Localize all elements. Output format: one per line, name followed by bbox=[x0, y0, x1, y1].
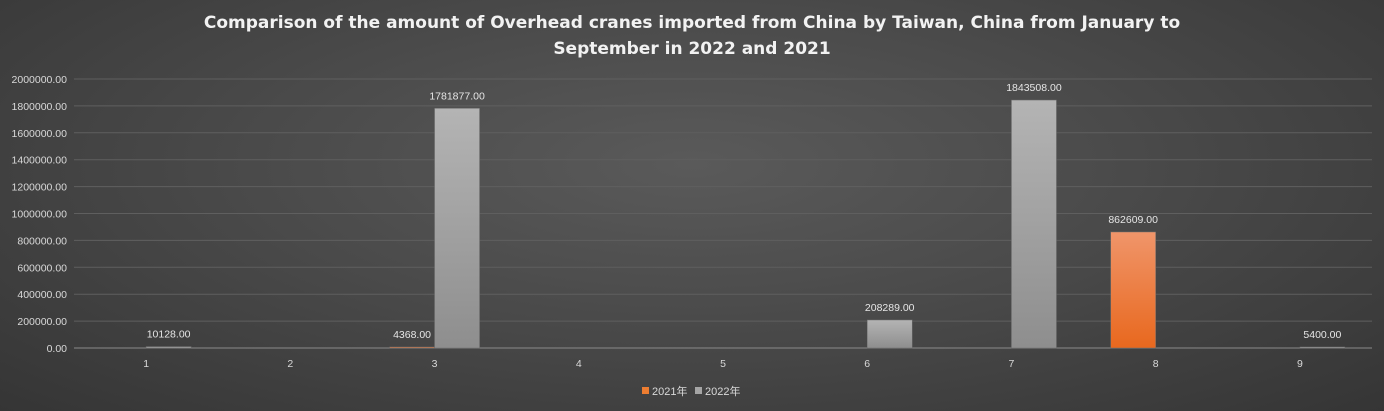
bar-2021年-8[interactable] bbox=[1110, 231, 1156, 349]
chart-title-line-2: September in 2022 and 2021 bbox=[553, 39, 830, 59]
y-tick-label: 200000.00 bbox=[17, 316, 67, 328]
data-label: 10128.00 bbox=[147, 329, 191, 341]
bar-2022年-3[interactable] bbox=[434, 108, 480, 349]
y-tick-label: 800000.00 bbox=[17, 235, 67, 247]
y-tick-label: 2000000.00 bbox=[12, 74, 68, 86]
data-labels: 4368.00 862609.00 10128.00 1781877.00 208289… bbox=[147, 82, 1342, 341]
x-tick-label: 5 bbox=[720, 358, 726, 370]
y-tick-label: 0.00 bbox=[47, 343, 68, 355]
x-tick-label: 4 bbox=[576, 358, 582, 370]
x-tick-label: 8 bbox=[1153, 358, 1159, 370]
x-tick-label: 7 bbox=[1009, 358, 1015, 370]
data-label: 1781877.00 bbox=[429, 90, 485, 102]
x-tick-label: 1 bbox=[143, 358, 149, 370]
data-label: 4368.00 bbox=[393, 329, 431, 341]
legend-swatch bbox=[642, 387, 649, 394]
y-axis: 0.00 200000.00 400000.00 600000.00 800000.00… bbox=[12, 74, 68, 355]
chart-title-line-1: Comparison of the amount of Overhead cra… bbox=[204, 13, 1180, 33]
x-tick-label: 6 bbox=[864, 358, 870, 370]
y-tick-label: 1600000.00 bbox=[12, 128, 68, 140]
y-tick-label: 1400000.00 bbox=[12, 155, 68, 167]
bar-2022年-6[interactable] bbox=[866, 319, 913, 349]
bar-2022年-9[interactable] bbox=[1299, 346, 1346, 349]
x-tick-label: 3 bbox=[432, 358, 438, 370]
y-tick-label: 1800000.00 bbox=[12, 101, 68, 113]
gridlines bbox=[74, 78, 1372, 349]
legend-label[interactable]: 2021年 bbox=[652, 384, 687, 398]
bar-2021年-3[interactable] bbox=[389, 346, 435, 349]
y-tick-label: 1000000.00 bbox=[12, 209, 68, 221]
bars bbox=[145, 99, 1346, 349]
y-tick-label: 400000.00 bbox=[17, 289, 67, 301]
y-tick-label: 1200000.00 bbox=[12, 182, 68, 194]
legend[interactable]: 2021年 2022年 bbox=[642, 384, 740, 398]
data-label: 5400.00 bbox=[1303, 329, 1341, 341]
bar-2022年-1[interactable] bbox=[145, 346, 192, 349]
x-tick-label: 9 bbox=[1297, 358, 1303, 370]
chart-title: Comparison of the amount of Overhead cra… bbox=[204, 13, 1180, 59]
legend-swatch bbox=[695, 387, 702, 394]
x-axis: 1 2 3 4 5 6 7 8 9 bbox=[143, 358, 1303, 370]
data-label: 1843508.00 bbox=[1006, 82, 1062, 94]
data-label: 208289.00 bbox=[865, 302, 915, 314]
data-label: 862609.00 bbox=[1108, 214, 1158, 226]
y-tick-label: 600000.00 bbox=[17, 262, 67, 274]
bar-2022年-7[interactable] bbox=[1011, 99, 1057, 349]
x-tick-label: 2 bbox=[287, 358, 293, 370]
legend-label[interactable]: 2022年 bbox=[705, 384, 740, 398]
